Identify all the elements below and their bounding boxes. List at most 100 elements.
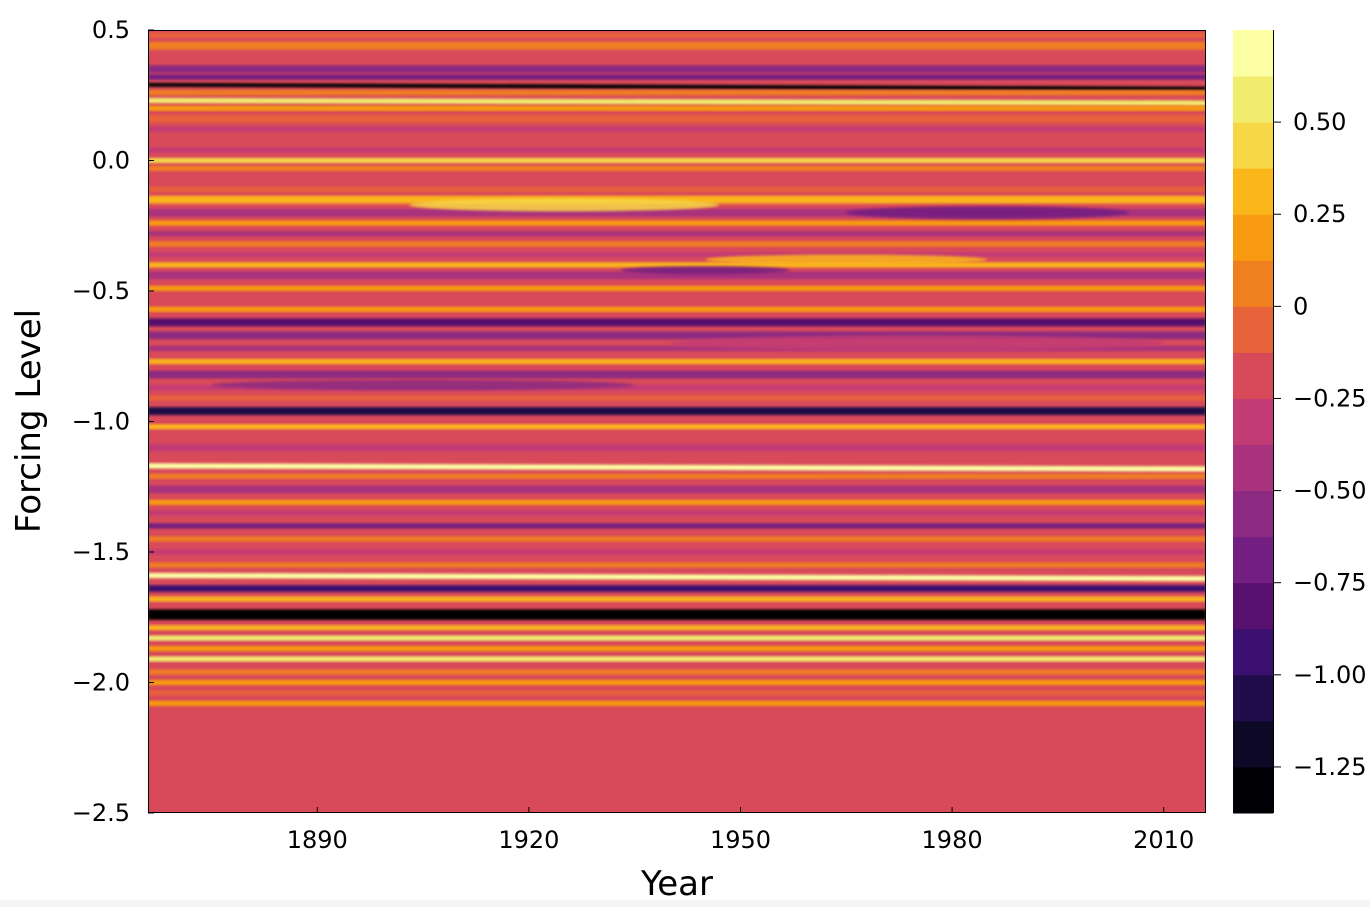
colorbar-swatch bbox=[1233, 214, 1273, 261]
heatmap-band bbox=[148, 523, 1206, 529]
y-axis: 0.5 0.0 −0.5 −1.0 −1.5 −2.0 −2.5 bbox=[72, 16, 154, 827]
heatmap-band bbox=[148, 700, 1206, 706]
heatmap-band bbox=[148, 271, 1206, 280]
heatmap-band bbox=[148, 53, 1206, 59]
heatmap-anomaly bbox=[620, 266, 790, 275]
colorbar-tick-label: −0.75 bbox=[1293, 569, 1367, 597]
heatmap-band bbox=[148, 262, 1206, 268]
colorbar-tick-label: −0.50 bbox=[1293, 477, 1367, 505]
y-tick-label: −2.5 bbox=[72, 799, 130, 827]
colorbar-tick-label: 0 bbox=[1293, 292, 1308, 320]
heatmap-band bbox=[148, 74, 1206, 80]
y-tick-label: 0.5 bbox=[92, 16, 130, 44]
heatmap-anomaly bbox=[669, 335, 1164, 352]
heatmap-band bbox=[148, 473, 1206, 479]
y-tick-label: −2.0 bbox=[72, 669, 130, 697]
heatmap-band bbox=[148, 285, 1206, 291]
heatmap-band bbox=[148, 174, 1206, 183]
bottom-strip bbox=[0, 900, 1370, 907]
heatmap-band bbox=[148, 82, 1206, 91]
heatmap-band bbox=[148, 443, 1206, 452]
colorbar-tick-label: −1.00 bbox=[1293, 661, 1367, 689]
colorbar: 0.50 0.25 0 −0.25 −0.50 −0.75 −1.00 −1.25 bbox=[1233, 30, 1367, 814]
heatmap-band bbox=[148, 32, 1206, 38]
heatmap-band bbox=[148, 358, 1206, 365]
heatmap-band bbox=[148, 147, 1206, 153]
y-axis-label: Forcing Level bbox=[9, 309, 49, 533]
heatmap-band bbox=[148, 97, 1206, 106]
heatmap-band bbox=[148, 126, 1206, 132]
heatmap-anomaly bbox=[846, 206, 1129, 220]
heatmap-anomaly bbox=[211, 379, 635, 391]
x-tick-label: 1920 bbox=[498, 826, 559, 854]
heatmap-band bbox=[148, 65, 1206, 74]
colorbar-tick-label: −0.25 bbox=[1293, 384, 1367, 412]
heatmap-band bbox=[148, 669, 1206, 675]
heatmap-band bbox=[148, 510, 1206, 516]
heatmap-band bbox=[148, 609, 1206, 620]
colorbar-swatch bbox=[1233, 30, 1273, 77]
heatmap-band bbox=[148, 690, 1206, 696]
colorbar-swatch bbox=[1233, 536, 1273, 584]
heatmap-anomaly bbox=[408, 198, 720, 212]
heatmap-band bbox=[148, 306, 1206, 312]
x-tick-label: 2010 bbox=[1133, 826, 1194, 854]
heatmap-band bbox=[148, 230, 1206, 237]
heatmap-band bbox=[148, 596, 1206, 602]
heatmap-band bbox=[148, 656, 1206, 662]
heatmap-band bbox=[148, 434, 1206, 440]
heatmap-band bbox=[148, 679, 1206, 686]
heatmap-band bbox=[148, 318, 1206, 327]
colorbar-swatch bbox=[1233, 260, 1273, 307]
heatmap-band bbox=[148, 241, 1206, 247]
colorbar-tick-label: 0.50 bbox=[1293, 108, 1346, 136]
heatmap-band bbox=[148, 165, 1206, 171]
heatmap-band bbox=[148, 395, 1206, 401]
colorbar-swatch bbox=[1233, 306, 1273, 353]
colorbar-swatch bbox=[1233, 766, 1273, 814]
colorbar-swatch bbox=[1233, 674, 1273, 722]
colorbar-tick-label: −1.25 bbox=[1293, 753, 1367, 781]
heatmap-band bbox=[148, 41, 1206, 50]
heatmap-band bbox=[148, 105, 1206, 111]
heatmap-band bbox=[148, 499, 1206, 506]
y-tick-label: −1.5 bbox=[72, 538, 130, 566]
heatmap-band bbox=[148, 424, 1206, 430]
colorbar-swatch bbox=[1233, 168, 1273, 215]
heatmap-band bbox=[148, 296, 1206, 302]
heatmap-band bbox=[148, 549, 1206, 555]
colorbar-tick-label: 0.25 bbox=[1293, 200, 1346, 228]
x-tick-label: 1950 bbox=[710, 826, 771, 854]
heatmap-band bbox=[148, 251, 1206, 258]
heatmap-band bbox=[148, 407, 1206, 415]
heatmap-band bbox=[148, 220, 1206, 226]
colorbar-swatch bbox=[1233, 398, 1273, 446]
colorbar-swatch bbox=[1233, 76, 1273, 123]
x-tick-label: 1980 bbox=[922, 826, 983, 854]
x-axis: 1890 1920 1950 1980 2010 bbox=[287, 807, 1194, 854]
colorbar-swatch bbox=[1233, 582, 1273, 630]
heatmap-band bbox=[148, 137, 1206, 143]
heatmap-band bbox=[148, 157, 1206, 164]
heatmap-band bbox=[148, 572, 1206, 582]
colorbar-swatch bbox=[1233, 628, 1273, 676]
heatmap-band bbox=[148, 485, 1206, 494]
heatmap-band bbox=[148, 370, 1206, 379]
heatmap-band bbox=[148, 585, 1206, 592]
y-tick-label: −0.5 bbox=[72, 277, 130, 305]
colorbar-swatch bbox=[1233, 352, 1273, 399]
x-axis-label: Year bbox=[640, 864, 713, 904]
heatmap-band bbox=[148, 645, 1206, 652]
colorbar-swatch bbox=[1233, 122, 1273, 169]
plot-area bbox=[148, 30, 1206, 813]
heatmap-band bbox=[148, 635, 1206, 641]
heatmap-band bbox=[148, 536, 1206, 542]
heatmap-band bbox=[148, 463, 1206, 472]
heatmap-band bbox=[148, 186, 1206, 192]
y-tick-label: 0.0 bbox=[92, 147, 130, 175]
heatmap-band bbox=[148, 114, 1206, 123]
x-tick-label: 1890 bbox=[287, 826, 348, 854]
colorbar-swatch bbox=[1233, 490, 1273, 538]
heatmap-band bbox=[148, 562, 1206, 568]
